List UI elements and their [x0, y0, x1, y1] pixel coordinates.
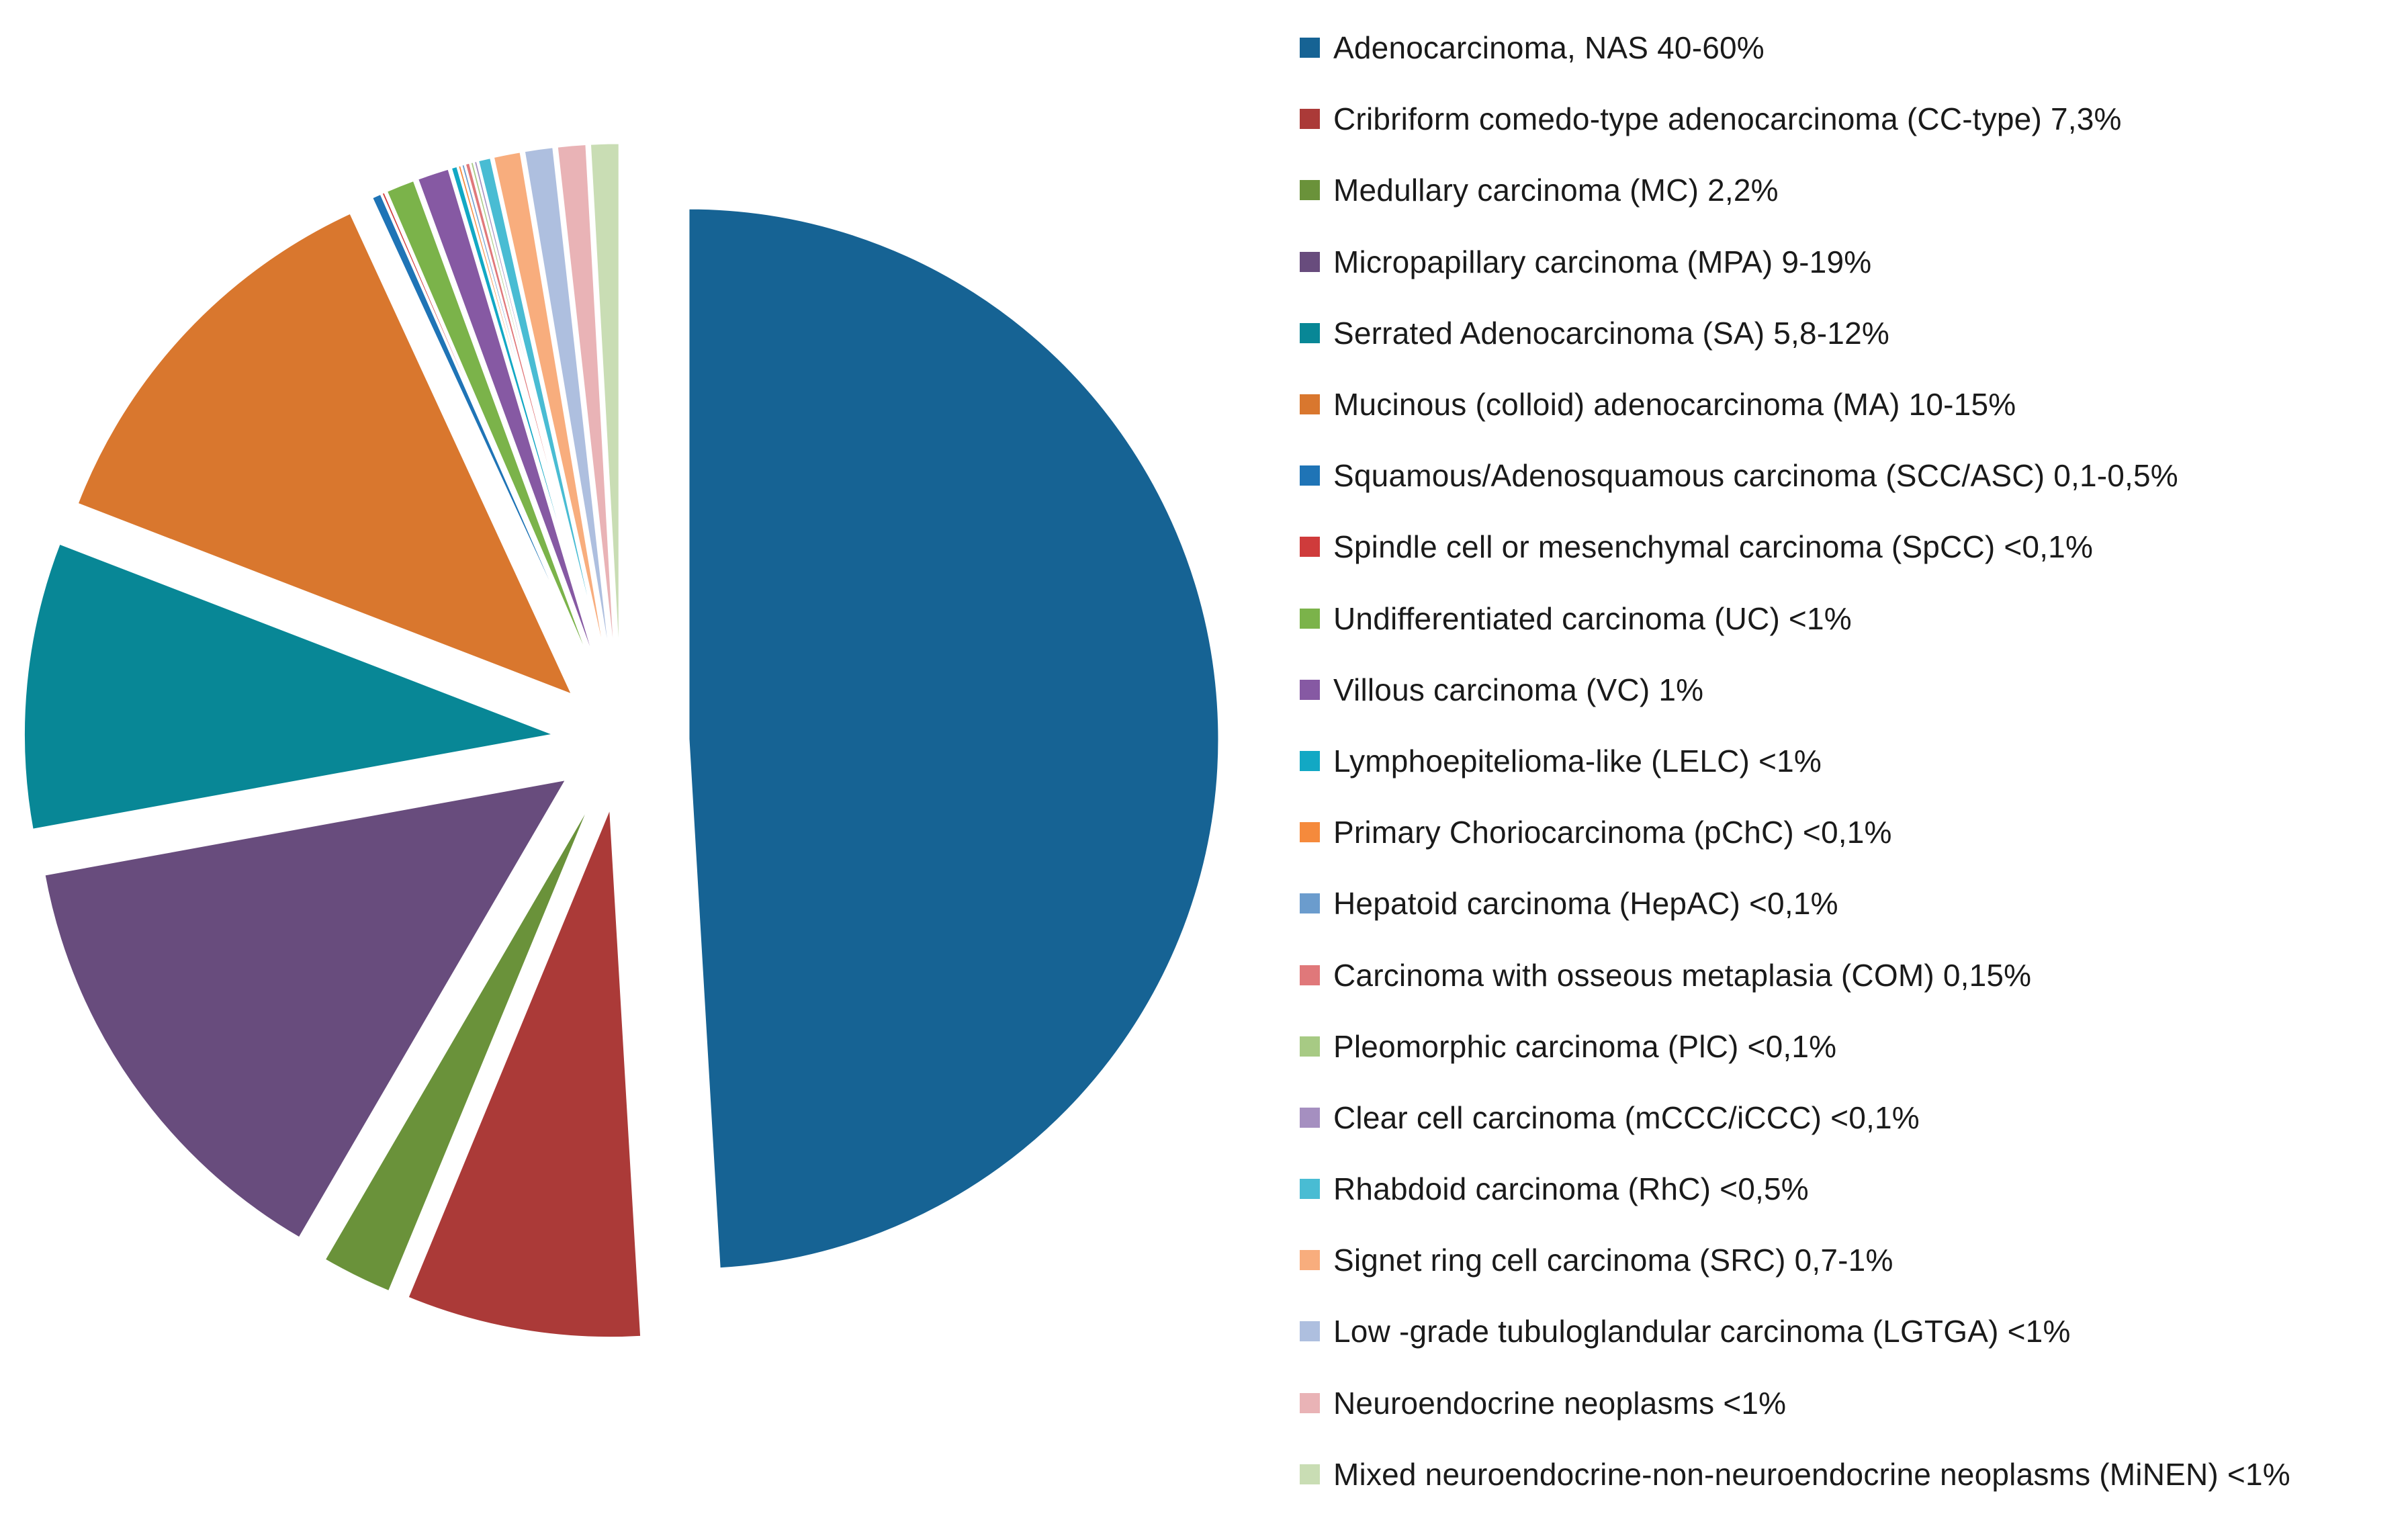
legend-swatch: [1300, 965, 1320, 985]
pie-slice-17: [476, 156, 607, 676]
legend-item: Hepatoid carcinoma (HepAC) <0,1%: [1300, 868, 2401, 939]
legend-swatch: [1300, 1321, 1320, 1342]
pie-slice-8: [380, 190, 596, 680]
pie-slice-1: [687, 207, 1220, 1270]
legend-item: Pleomorphic carcinoma (PlC) <0,1%: [1300, 1011, 2401, 1082]
legend-swatch: [1300, 38, 1320, 58]
legend-swatch: [1300, 1107, 1320, 1128]
legend-item: Serrated Adenocarcinoma (SA) 5,8-12%: [1300, 298, 2401, 369]
pie-slice-9: [385, 179, 598, 679]
pie-slice-16: [472, 159, 607, 676]
legend-swatch: [1300, 1392, 1320, 1413]
legend-swatch: [1300, 1179, 1320, 1200]
legend-swatch: [1300, 394, 1320, 415]
legend-swatch: [1300, 537, 1320, 557]
legend-label: Carcinoma with osseous metaplasia (COM) …: [1333, 957, 2032, 993]
pie-slice-19: [523, 146, 613, 675]
pie-slice-5: [22, 542, 558, 832]
legend-label: Signet ring cell carcinoma (SRC) 0,7-1%: [1333, 1243, 1893, 1278]
legend-label: Cribriform comedo-type adenocarcinoma (C…: [1333, 101, 2122, 137]
legend-swatch: [1300, 1036, 1320, 1057]
legend-item: Signet ring cell carcinoma (SRC) 0,7-1%: [1300, 1224, 2401, 1296]
legend-label: Micropapillary carcinoma (MPA) 9-19%: [1333, 244, 1872, 279]
legend-swatch: [1300, 322, 1320, 343]
legend-label: Undifferentiated carcinoma (UC) <1%: [1333, 600, 1852, 636]
pie-slice-10: [416, 167, 601, 678]
legend-label: Squamous/Adenosquamous carcinoma (SCC/AS…: [1333, 458, 2178, 494]
legend-swatch: [1300, 608, 1320, 629]
legend-swatch: [1300, 1250, 1320, 1271]
pie-slice-21: [588, 142, 621, 674]
legend-label: Adenocarcinoma, NAS 40-60%: [1333, 30, 1765, 66]
legend-swatch: [1300, 180, 1320, 201]
legend-label: Mucinous (colloid) adenocarcinoma (MA) 1…: [1333, 387, 2016, 422]
legend-item: Medullary carcinoma (MC) 2,2%: [1300, 154, 2401, 226]
legend-swatch: [1300, 822, 1320, 843]
pie-slice-3: [323, 800, 593, 1293]
legend-label: Medullary carcinoma (MC) 2,2%: [1333, 173, 1779, 208]
pie-slice-2: [406, 807, 643, 1339]
legend-label: Pleomorphic carcinoma (PlC) <0,1%: [1333, 1028, 1837, 1064]
legend-label: Villous carcinoma (VC) 1%: [1333, 672, 1704, 707]
legend-label: Lymphoepitelioma-like (LELC) <1%: [1333, 743, 1822, 778]
legend-label: Neuroendocrine neoplasms <1%: [1333, 1385, 1787, 1421]
legend-item: Carcinoma with osseous metaplasia (COM) …: [1300, 939, 2401, 1010]
pie-slice-18: [492, 150, 610, 676]
legend-swatch: [1300, 679, 1320, 700]
legend-item: Neuroendocrine neoplasms <1%: [1300, 1368, 2401, 1439]
legend-item: Primary Choriocarcinoma (pChC) <0,1%: [1300, 797, 2401, 868]
legend-item: Low -grade tubuloglandular carcinoma (LG…: [1300, 1296, 2401, 1367]
legend-item: Mucinous (colloid) adenocarcinoma (MA) 1…: [1300, 369, 2401, 440]
pie-slice-20: [555, 142, 617, 674]
legend-swatch: [1300, 1464, 1320, 1484]
legend-swatch: [1300, 465, 1320, 486]
legend-item: Cribriform comedo-type adenocarcinoma (C…: [1300, 83, 2401, 154]
legend-label: Serrated Adenocarcinoma (SA) 5,8-12%: [1333, 315, 1889, 351]
legend-item: Mixed neuroendocrine-non-neuroendocrine …: [1300, 1439, 2401, 1510]
pie-slice-4: [43, 778, 569, 1240]
legend-label: Mixed neuroendocrine-non-neuroendocrine …: [1333, 1456, 2290, 1492]
legend-label: Low -grade tubuloglandular carcinoma (LG…: [1333, 1314, 2071, 1349]
legend-item: Clear cell carcinoma (mCCC/iCCC) <0,1%: [1300, 1082, 2401, 1153]
legend-label: Clear cell carcinoma (mCCC/iCCC) <0,1%: [1333, 1100, 1920, 1135]
legend-item: Rhabdoid carcinoma (RhC) <0,5%: [1300, 1153, 2401, 1224]
legend-item: Spindle cell or mesenchymal carcinoma (S…: [1300, 511, 2401, 582]
legend-label: Spindle cell or mesenchymal carcinoma (S…: [1333, 529, 2094, 565]
legend-swatch: [1300, 750, 1320, 771]
legend-item: Villous carcinoma (VC) 1%: [1300, 654, 2401, 725]
legend-label: Hepatoid carcinoma (HepAC) <0,1%: [1333, 886, 1838, 922]
legend: Adenocarcinoma, NAS 40-60% Cribriform com…: [1300, 12, 2401, 1510]
pie-slice-6: [76, 212, 574, 697]
legend-swatch: [1300, 251, 1320, 272]
legend-swatch: [1300, 109, 1320, 130]
legend-item: Adenocarcinoma, NAS 40-60%: [1300, 12, 2401, 83]
legend-swatch: [1300, 893, 1320, 914]
legend-label: Rhabdoid carcinoma (RhC) <0,5%: [1333, 1171, 1809, 1207]
legend-item: Undifferentiated carcinoma (UC) <1%: [1300, 583, 2401, 654]
legend-item: Lymphoepitelioma-like (LELC) <1%: [1300, 725, 2401, 797]
legend-item: Micropapillary carcinoma (MPA) 9-19%: [1300, 226, 2401, 298]
legend-item: Squamous/Adenosquamous carcinoma (SCC/AS…: [1300, 440, 2401, 511]
legend-label: Primary Choriocarcinoma (pChC) <0,1%: [1333, 815, 1892, 850]
pie-plot-area: [22, 142, 1220, 1339]
